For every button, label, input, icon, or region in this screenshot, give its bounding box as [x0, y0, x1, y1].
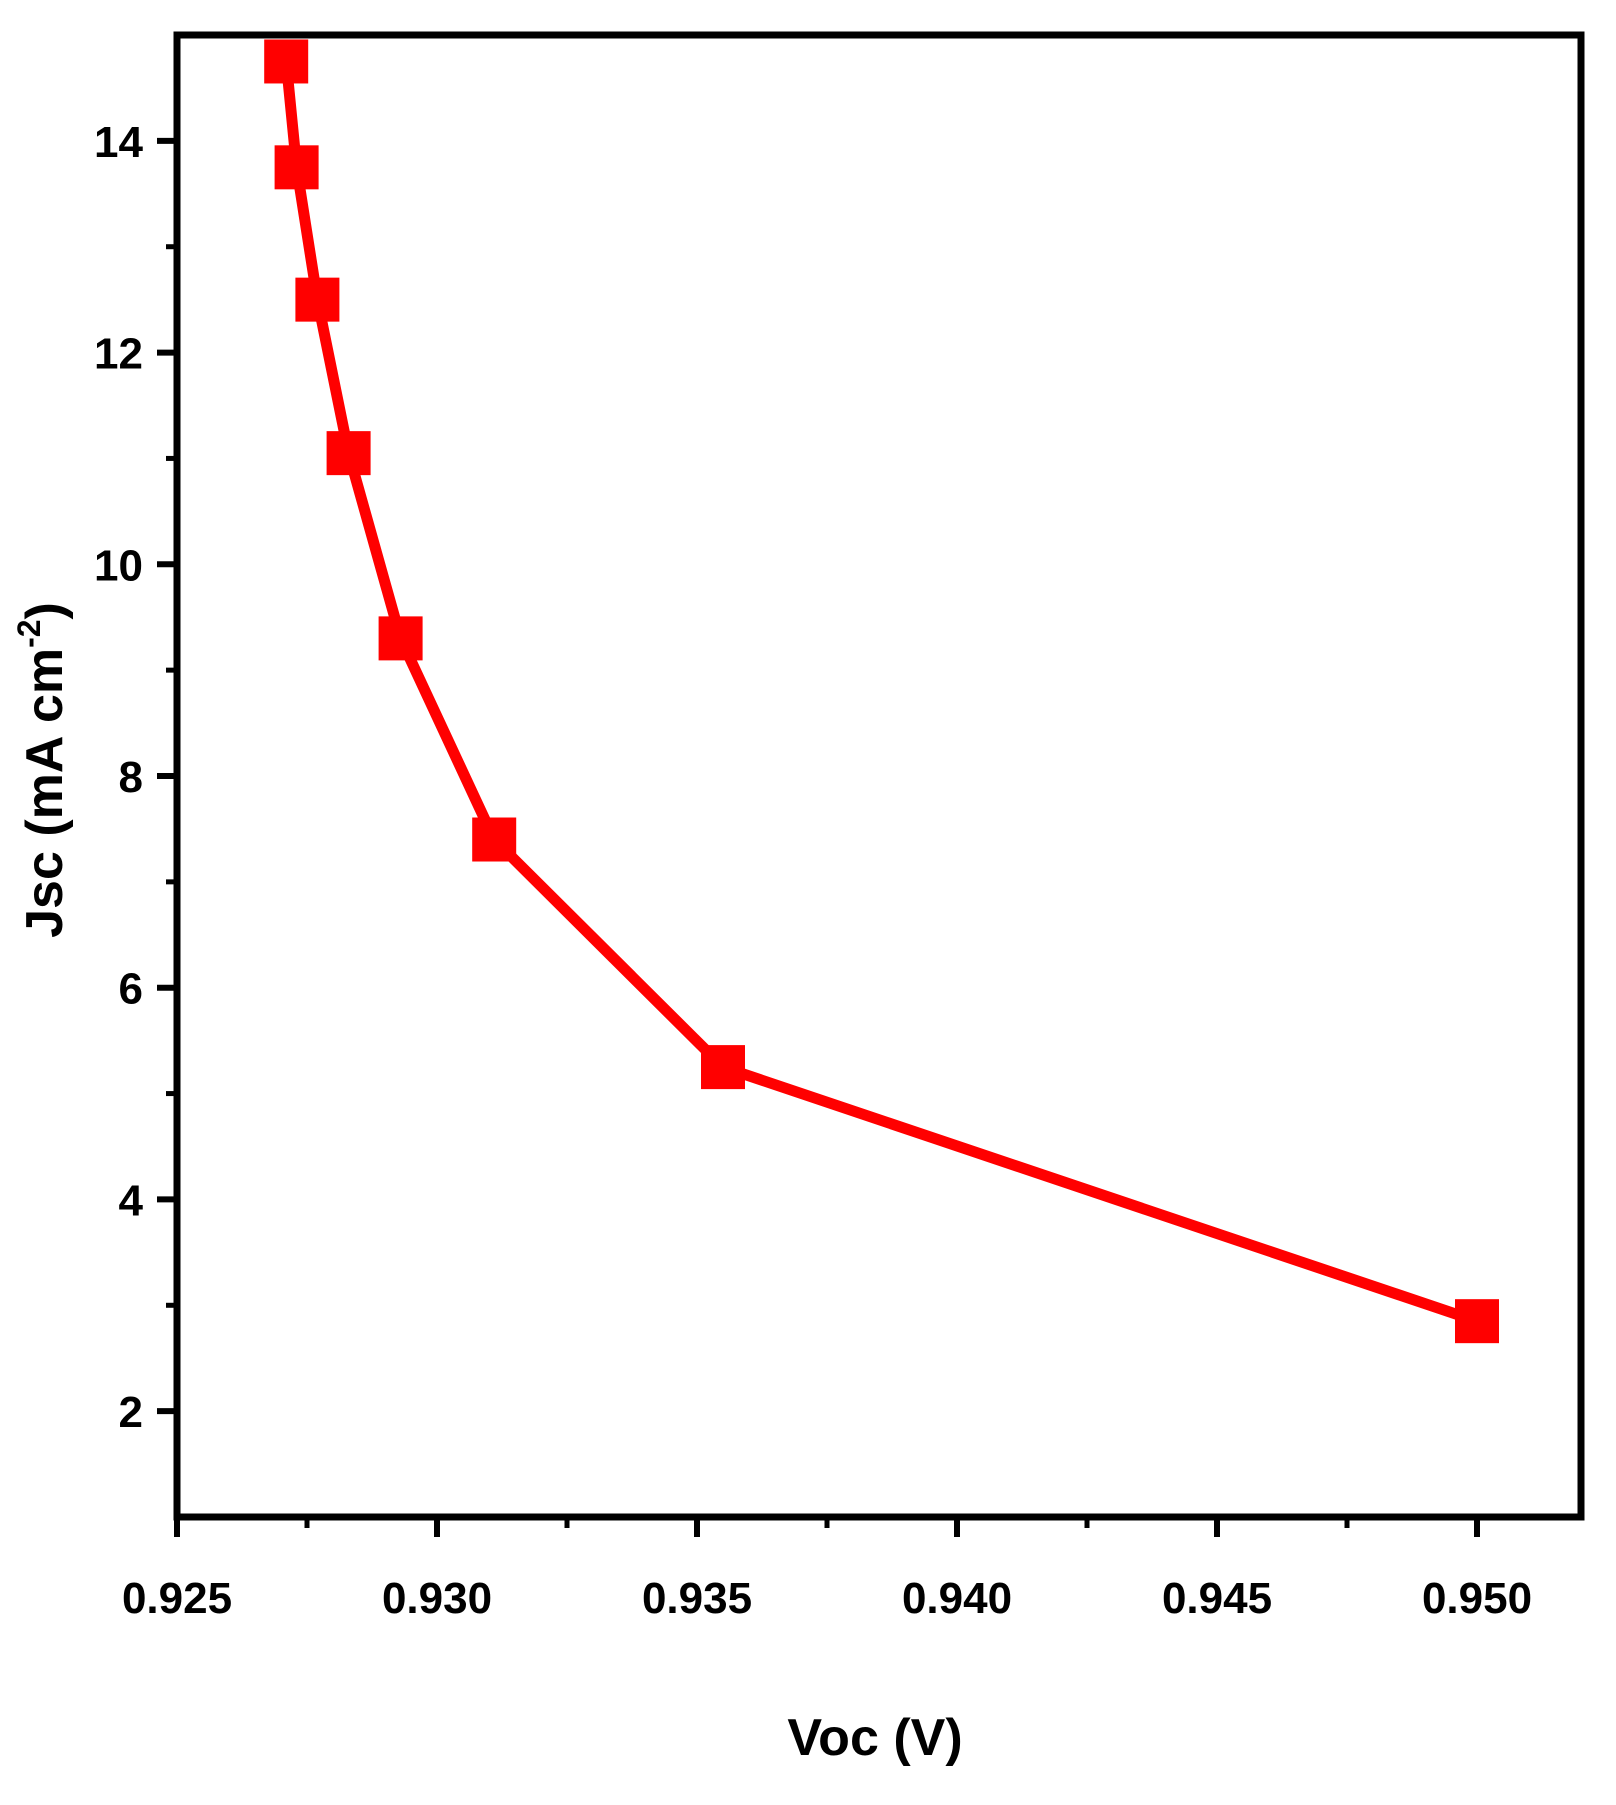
series-line-segment: [291, 161, 323, 306]
data-point-marker: [295, 277, 340, 322]
y-tick-label: 10: [94, 541, 143, 590]
series-line-segment: [488, 834, 729, 1073]
series-line-segment: [311, 294, 355, 459]
x-axis-title: Voc (V): [787, 1709, 962, 1767]
data-point-marker: [701, 1045, 745, 1090]
x-tick-label: 0.930: [382, 1574, 492, 1623]
y-axis-title-superscript: -2: [11, 619, 47, 647]
axes-frame: [173, 31, 1585, 1521]
tick-layer: 0.925 0.930 0.935 0.940 0.945 0.950 2 4 6 8 10 12 14: [94, 118, 1532, 1623]
y-tick-label: 6: [119, 965, 143, 1014]
x-tick-label: 0.940: [902, 1574, 1012, 1623]
data-point-marker: [326, 431, 371, 476]
y-axis-title-close: ): [16, 602, 74, 619]
y-tick-label: 14: [94, 118, 143, 167]
x-tick-label: 0.935: [642, 1574, 752, 1623]
y-tick-label: 4: [119, 1176, 144, 1225]
data-point-marker: [264, 39, 309, 84]
x-tick-label: 0.945: [1162, 1574, 1272, 1623]
x-tick-label: 0.950: [1422, 1574, 1532, 1623]
x-tick-label: 0.925: [122, 1574, 232, 1623]
y-axis-title-main: Jsc (mA cm: [16, 648, 74, 938]
data-point-marker: [274, 145, 319, 190]
data-point-marker: [378, 616, 423, 661]
data-point-marker: [1455, 1299, 1499, 1344]
y-axis-title: Jsc (mA cm-2): [11, 602, 74, 938]
plot-frame: [173, 31, 1585, 1521]
y-tick-label: 8: [119, 753, 143, 802]
y-tick-label: 12: [94, 330, 143, 379]
series-line-segment: [717, 1061, 1483, 1327]
y-tick-label: 2: [119, 1388, 143, 1437]
data-point-marker: [472, 817, 517, 862]
series-line-segment: [395, 632, 500, 846]
series-layer: [264, 39, 1499, 1344]
series-line-segment: [343, 447, 407, 644]
